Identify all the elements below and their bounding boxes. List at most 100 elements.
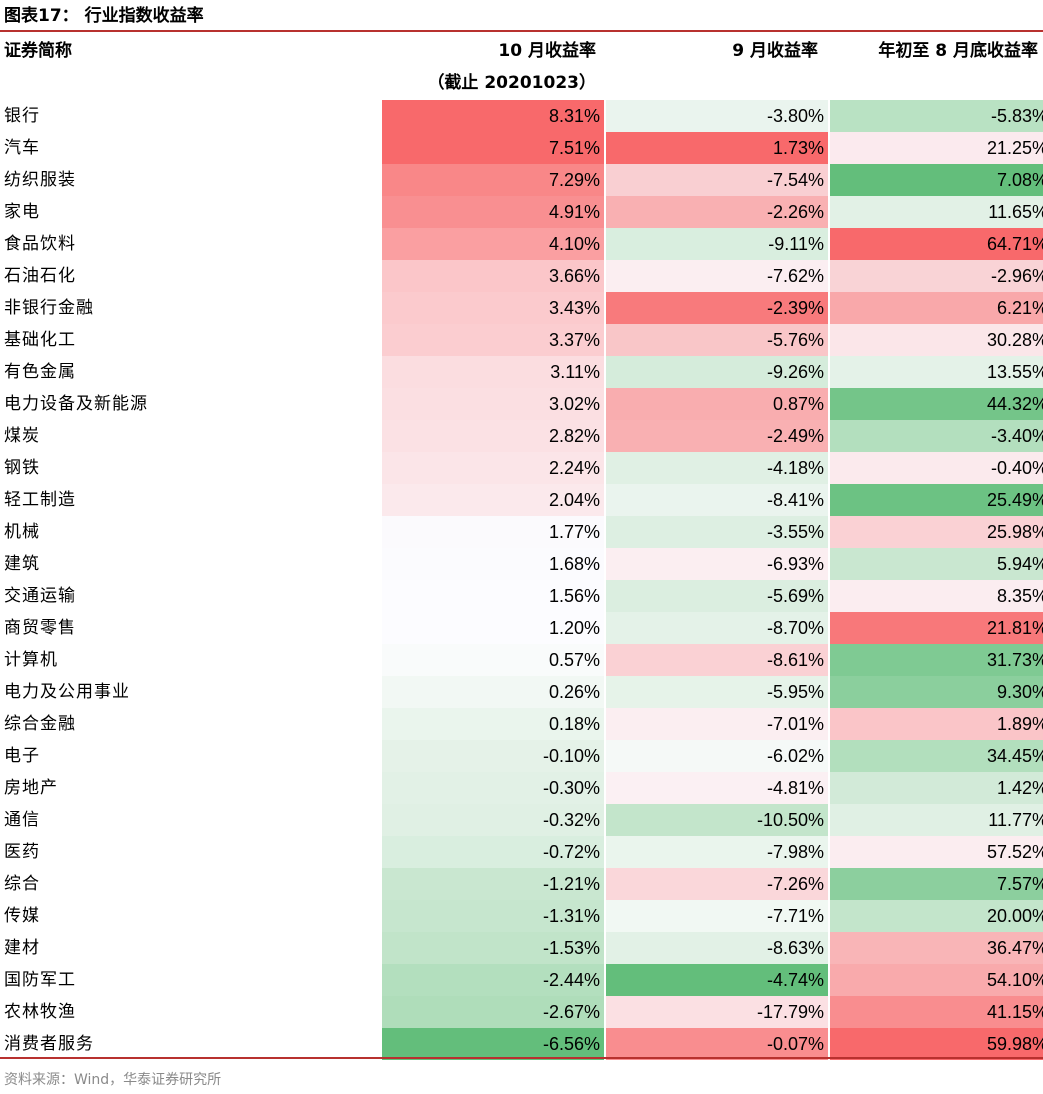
table-row: 农林牧渔 -2.67% -17.79% 41.15%	[0, 996, 1043, 1028]
header-oct-return: 10 月收益率	[498, 41, 596, 61]
table-row: 商贸零售 1.20% -8.70% 21.81%	[0, 612, 1043, 644]
oct-return-cell: 3.11%	[380, 356, 605, 388]
title-rule	[0, 30, 1043, 32]
industry-name-cell: 食品饮料	[4, 234, 76, 254]
sep-return-cell: -0.07%	[604, 1028, 829, 1060]
oct-return-cell: 4.91%	[380, 196, 605, 228]
industry-name-cell: 农林牧渔	[4, 1002, 76, 1022]
source-note: 资料来源：Wind，华泰证券研究所	[4, 1072, 222, 1088]
industry-name-cell: 机械	[4, 522, 40, 542]
industry-name-cell: 家电	[4, 202, 40, 222]
industry-name-cell: 银行	[4, 106, 40, 126]
industry-name-cell: 建材	[4, 938, 40, 958]
oct-return-cell: -0.30%	[380, 772, 605, 804]
sep-return-cell: -8.41%	[604, 484, 829, 516]
oct-return-cell: -2.44%	[380, 964, 605, 996]
industry-name-cell: 计算机	[4, 650, 58, 670]
ytd-return-cell: 20.00%	[828, 900, 1043, 932]
table-row: 电子 -0.10% -6.02% 34.45%	[0, 740, 1043, 772]
sep-return-cell: -3.80%	[604, 100, 829, 132]
oct-return-cell: 0.26%	[380, 676, 605, 708]
oct-return-cell: 3.43%	[380, 292, 605, 324]
oct-return-cell: 3.02%	[380, 388, 605, 420]
ytd-return-cell: 31.73%	[828, 644, 1043, 676]
industry-name-cell: 房地产	[4, 778, 58, 798]
table-row: 有色金属 3.11% -9.26% 13.55%	[0, 356, 1043, 388]
sep-return-cell: -5.69%	[604, 580, 829, 612]
industry-name-cell: 交通运输	[4, 586, 76, 606]
ytd-return-cell: 9.30%	[828, 676, 1043, 708]
industry-name-cell: 通信	[4, 810, 40, 830]
ytd-return-cell: 1.42%	[828, 772, 1043, 804]
table-row: 建材 -1.53% -8.63% 36.47%	[0, 932, 1043, 964]
oct-return-cell: 7.51%	[380, 132, 605, 164]
table-row: 石油石化 3.66% -7.62% -2.96%	[0, 260, 1043, 292]
ytd-return-cell: 25.49%	[828, 484, 1043, 516]
sep-return-cell: -4.74%	[604, 964, 829, 996]
table-row: 非银行金融 3.43% -2.39% 6.21%	[0, 292, 1043, 324]
sep-return-cell: -2.39%	[604, 292, 829, 324]
header-ytd-return: 年初至 8 月底收益率	[878, 41, 1038, 61]
industry-name-cell: 电子	[4, 746, 40, 766]
ytd-return-cell: 41.15%	[828, 996, 1043, 1028]
industry-name-cell: 商贸零售	[4, 618, 76, 638]
table-row: 传媒 -1.31% -7.71% 20.00%	[0, 900, 1043, 932]
ytd-return-cell: 21.81%	[828, 612, 1043, 644]
sep-return-cell: -4.81%	[604, 772, 829, 804]
sep-return-cell: -3.55%	[604, 516, 829, 548]
ytd-return-cell: 7.57%	[828, 868, 1043, 900]
ytd-return-cell: 6.21%	[828, 292, 1043, 324]
table-row: 消费者服务 -6.56% -0.07% 59.98%	[0, 1028, 1043, 1060]
ytd-return-cell: -5.83%	[828, 100, 1043, 132]
industry-name-cell: 医药	[4, 842, 40, 862]
table-row: 基础化工 3.37% -5.76% 30.28%	[0, 324, 1043, 356]
ytd-return-cell: 64.71%	[828, 228, 1043, 260]
sep-return-cell: -2.49%	[604, 420, 829, 452]
sep-return-cell: -6.93%	[604, 548, 829, 580]
industry-name-cell: 非银行金融	[4, 298, 94, 318]
sep-return-cell: -7.62%	[604, 260, 829, 292]
sep-return-cell: -8.61%	[604, 644, 829, 676]
industry-name-cell: 纺织服装	[4, 170, 76, 190]
sep-return-cell: 0.87%	[604, 388, 829, 420]
table-row: 家电 4.91% -2.26% 11.65%	[0, 196, 1043, 228]
ytd-return-cell: 1.89%	[828, 708, 1043, 740]
table-row: 汽车 7.51% 1.73% 21.25%	[0, 132, 1043, 164]
oct-return-cell: 1.20%	[380, 612, 605, 644]
industry-name-cell: 建筑	[4, 554, 40, 574]
sep-return-cell: -5.95%	[604, 676, 829, 708]
sep-return-cell: -7.01%	[604, 708, 829, 740]
oct-return-cell: -1.53%	[380, 932, 605, 964]
oct-return-cell: 3.66%	[380, 260, 605, 292]
sep-return-cell: -17.79%	[604, 996, 829, 1028]
ytd-return-cell: 30.28%	[828, 324, 1043, 356]
sep-return-cell: -2.26%	[604, 196, 829, 228]
oct-return-cell: 1.68%	[380, 548, 605, 580]
oct-return-cell: 2.82%	[380, 420, 605, 452]
table-row: 电力及公用事业 0.26% -5.95% 9.30%	[0, 676, 1043, 708]
bottom-rule	[0, 1057, 1043, 1059]
oct-return-cell: 0.18%	[380, 708, 605, 740]
table-row: 医药 -0.72% -7.98% 57.52%	[0, 836, 1043, 868]
industry-name-cell: 综合	[4, 874, 40, 894]
ytd-return-cell: 21.25%	[828, 132, 1043, 164]
sep-return-cell: -7.26%	[604, 868, 829, 900]
industry-name-cell: 基础化工	[4, 330, 76, 350]
table-row: 综合 -1.21% -7.26% 7.57%	[0, 868, 1043, 900]
oct-return-cell: 0.57%	[380, 644, 605, 676]
industry-name-cell: 钢铁	[4, 458, 40, 478]
header-security-name: 证券简称	[4, 41, 72, 61]
header-oct-return-note: （截止 20201023）	[427, 73, 596, 93]
oct-return-cell: 2.24%	[380, 452, 605, 484]
ytd-return-cell: -0.40%	[828, 452, 1043, 484]
table-row: 煤炭 2.82% -2.49% -3.40%	[0, 420, 1043, 452]
ytd-return-cell: -2.96%	[828, 260, 1043, 292]
sep-return-cell: -8.63%	[604, 932, 829, 964]
sep-return-cell: 1.73%	[604, 132, 829, 164]
table-row: 银行 8.31% -3.80% -5.83%	[0, 100, 1043, 132]
table-row: 交通运输 1.56% -5.69% 8.35%	[0, 580, 1043, 612]
header-sep-return: 9 月收益率	[732, 41, 818, 61]
oct-return-cell: 8.31%	[380, 100, 605, 132]
table-row: 食品饮料 4.10% -9.11% 64.71%	[0, 228, 1043, 260]
table-row: 轻工制造 2.04% -8.41% 25.49%	[0, 484, 1043, 516]
